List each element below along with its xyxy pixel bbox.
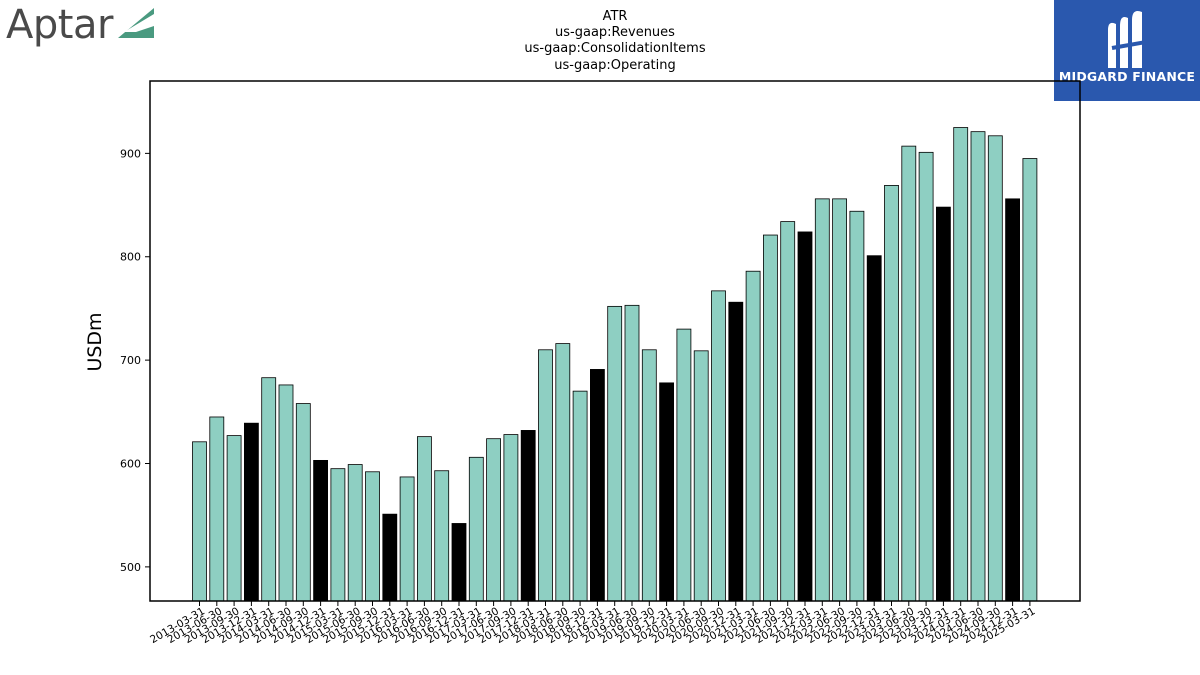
y-axis-label: USDm (84, 312, 106, 371)
bar (555, 343, 571, 602)
bar (745, 270, 761, 602)
bar (763, 234, 778, 602)
bar (728, 301, 744, 602)
bar (416, 436, 432, 602)
chart-title-line-1: ATR (603, 9, 628, 24)
bar (814, 198, 830, 602)
chart-title-line-4: us-gaap:Operating (554, 58, 676, 73)
midgard-logo-mark (1108, 11, 1147, 68)
bar (659, 382, 674, 602)
x-axis: 2013-03-312013-06-302013-09-302013-12-31… (148, 601, 1037, 646)
bar (503, 434, 519, 602)
chart-title-line-3: us-gaap:ConsolidationItems (524, 41, 705, 56)
bar (399, 476, 415, 602)
midgard-finance-logo: MIDGARD FINANCE (1054, 0, 1200, 101)
bar (607, 305, 623, 602)
bar-series (192, 127, 1038, 602)
bar (641, 349, 657, 602)
bar (1022, 158, 1038, 602)
bar (330, 468, 346, 602)
bar (780, 221, 796, 602)
bar (313, 459, 329, 602)
y-tick-label: 800 (120, 251, 141, 264)
bar (901, 145, 917, 602)
midgard-logo-text: MIDGARD FINANCE (1058, 69, 1196, 84)
bar (1005, 198, 1020, 602)
bar (624, 304, 640, 602)
bar (884, 185, 899, 602)
bar (295, 403, 311, 602)
bar (711, 290, 726, 602)
y-tick-label: 900 (120, 147, 141, 160)
bar (866, 255, 882, 602)
y-tick-label: 700 (120, 354, 141, 367)
y-tick-label: 600 (120, 458, 141, 471)
aptar-logo-text: Aptar (6, 2, 113, 48)
bar (832, 198, 847, 602)
chart-title: ATR us-gaap:Revenues us-gaap:Consolidati… (524, 9, 705, 73)
bar (918, 151, 934, 602)
bar (693, 350, 709, 602)
bar (970, 131, 986, 602)
bar (520, 430, 536, 602)
bar (486, 438, 502, 602)
bar (572, 390, 588, 602)
plot-frame (149, 80, 1081, 602)
bar (382, 513, 398, 602)
chart-title-line-2: us-gaap:Revenues (555, 25, 675, 40)
bar (365, 471, 380, 602)
aptar-logo-mark (118, 8, 154, 38)
bar (434, 470, 450, 602)
y-tick-label: 500 (120, 561, 141, 574)
bar (451, 523, 467, 602)
bar (261, 377, 277, 602)
bar (226, 435, 242, 602)
bar (538, 349, 553, 602)
bar (278, 384, 294, 602)
bar (953, 127, 969, 602)
bar (347, 464, 363, 602)
aptar-logo: Aptar (4, 2, 164, 50)
bar (468, 456, 484, 602)
y-axis: 500 600 700 800 900 (120, 147, 150, 574)
bar (192, 441, 207, 602)
bar (590, 369, 605, 602)
bar (987, 135, 1003, 602)
bar (936, 206, 951, 602)
bar (797, 231, 813, 602)
bar (676, 328, 692, 602)
bar (209, 416, 225, 602)
bar (243, 422, 259, 602)
bar (849, 210, 865, 602)
